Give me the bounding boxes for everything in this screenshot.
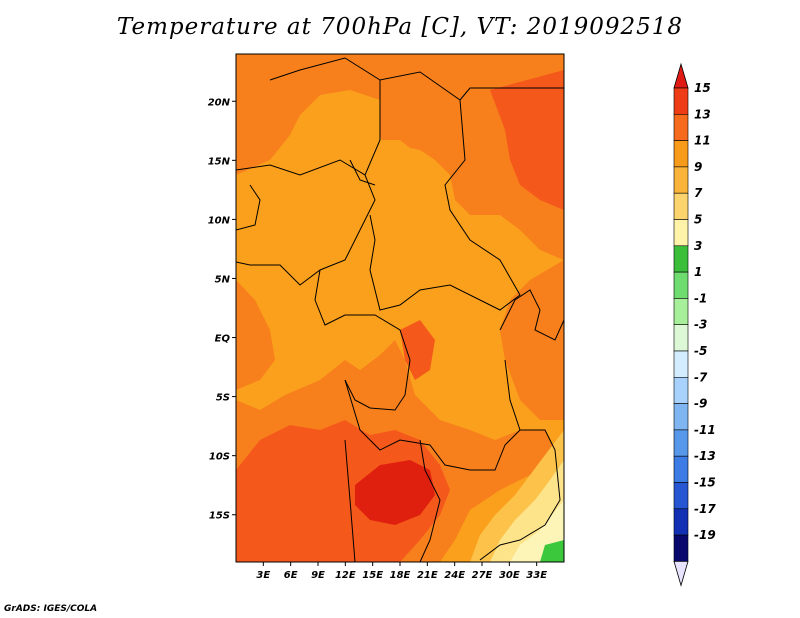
colorbar-swatch [673, 455, 689, 483]
lon-tick-label: 21E [417, 570, 438, 581]
colorbar-swatch [673, 271, 689, 299]
longitude-axis: 3E 6E 9E 12E 15E 18E 21E 24E 27E 30E 33E [256, 562, 547, 581]
colorbar-top-arrow [673, 62, 689, 89]
grads-credit: GrADS: IGES/COLA [4, 604, 98, 614]
field-1C-southeast [540, 540, 564, 562]
lon-tick-label: 12E [335, 570, 356, 581]
colorbar-label: -15 [694, 476, 716, 490]
field-9C-sahara [300, 95, 370, 160]
lat-tick-label: 15N [208, 156, 231, 167]
lon-tick-label: 3E [256, 570, 270, 581]
colorbar-label: -7 [694, 370, 708, 384]
lon-tick-label: 30E [499, 570, 520, 581]
colorbar-swatch [673, 376, 689, 404]
colorbar-swatch [673, 114, 689, 141]
colorbar-swatch [673, 534, 689, 562]
colorbar-swatch [673, 192, 689, 220]
lon-tick-label: 9E [311, 570, 325, 581]
colorbar-swatch [673, 403, 689, 431]
colorbar-swatch [673, 508, 689, 536]
field-11C-north [236, 54, 564, 260]
map-title: Temperature at 700hPa [C], VT: 201909251… [116, 14, 684, 40]
lon-tick-label: 18E [390, 570, 411, 581]
lat-tick-label: 20N [208, 97, 231, 108]
country-borders [236, 57, 564, 562]
colorbar: 15 13 11 9 7 5 3 1 -1 -3 -5 -7 -9 -11 -13 -15 -17 -19 [673, 62, 716, 587]
colorbar-label: -17 [694, 502, 716, 516]
colorbar-label: -11 [694, 423, 716, 437]
colorbar-label: -1 [694, 291, 707, 305]
temperature-field [236, 54, 564, 562]
lon-tick-label: 27E [472, 570, 493, 581]
colorbar-label: 11 [694, 134, 711, 148]
colorbar-swatch [673, 298, 689, 325]
field-15C-core [355, 460, 435, 525]
colorbar-swatch [673, 166, 689, 194]
lon-tick-label: 24E [444, 570, 465, 581]
colorbar-swatch [673, 245, 689, 273]
field-11C-east [500, 260, 564, 420]
colorbar-label: -5 [694, 344, 707, 358]
field-13C-northeast [490, 70, 564, 210]
lon-tick-label: 15E [362, 570, 383, 581]
lon-tick-label: 6E [284, 570, 298, 581]
lat-tick-label: 10S [209, 452, 230, 463]
field-13C-congo [400, 320, 435, 380]
colorbar-swatch [673, 219, 689, 247]
lat-tick-label: 5N [215, 274, 231, 285]
field-13C-south [236, 420, 450, 562]
colorbar-label: -9 [694, 397, 707, 411]
colorbar-label: 15 [694, 81, 711, 95]
colorbar-label: -3 [694, 318, 707, 332]
field-9C-west [236, 175, 300, 250]
colorbar-swatch [673, 140, 689, 168]
lat-tick-label: 5S [216, 393, 230, 404]
colorbar-label: 1 [694, 265, 702, 279]
latitude-axis: 20N 15N 10N 5N EQ 5S 10S 15S [208, 97, 236, 522]
colorbar-label: 3 [694, 239, 702, 253]
lon-tick-label: 33E [526, 570, 547, 581]
colorbar-label: 13 [694, 107, 711, 121]
colorbar-swatch [673, 482, 689, 510]
colorbar-swatch [673, 324, 689, 352]
lat-tick-label: EQ [215, 334, 231, 345]
colorbar-swatch [673, 87, 689, 115]
colorbar-swatch [673, 429, 689, 457]
field-9C-chad [380, 140, 440, 200]
colorbar-bottom-arrow [673, 561, 689, 587]
colorbar-label: 5 [694, 213, 702, 227]
colorbar-label: 7 [694, 186, 703, 200]
field-11C-coast [236, 280, 275, 390]
colorbar-label: -19 [694, 528, 716, 542]
lat-tick-label: 10N [208, 215, 231, 226]
colorbar-label: -13 [694, 449, 716, 463]
colorbar-label: 9 [694, 160, 702, 174]
colorbar-swatch [673, 350, 689, 378]
lat-tick-label: 15S [209, 511, 230, 522]
